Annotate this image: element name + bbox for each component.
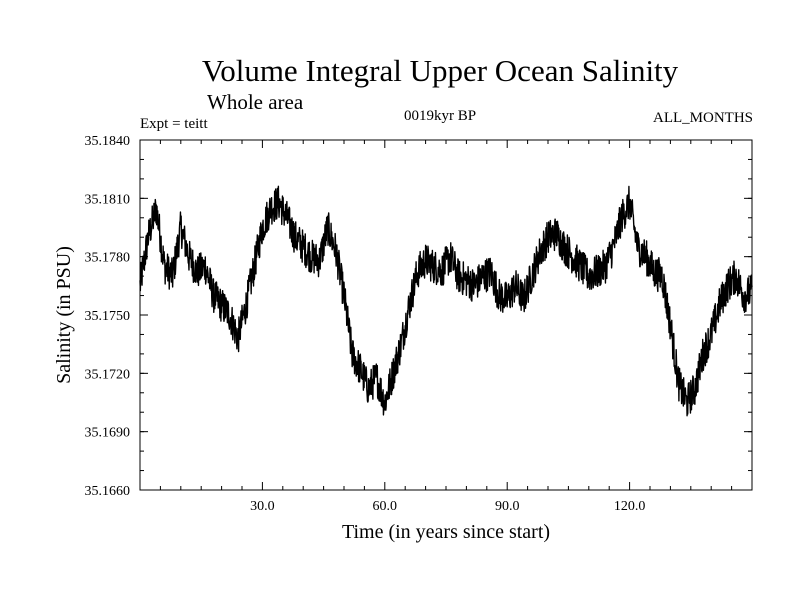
chart-title: Volume Integral Upper Ocean Salinity bbox=[201, 53, 679, 88]
x-axis-label: Time (in years since start) bbox=[341, 521, 551, 543]
experiment-label: Expt = teitt bbox=[140, 116, 208, 132]
x-tick-label: 60.0 bbox=[373, 499, 398, 514]
x-tick-label: 120.0 bbox=[614, 499, 646, 514]
y-tick-label: 35.1810 bbox=[85, 192, 131, 207]
chart-subtitle: Whole area bbox=[207, 90, 304, 114]
y-tick-label: 35.1840 bbox=[85, 134, 131, 149]
series-layer bbox=[139, 185, 753, 417]
y-tick-label: 35.1750 bbox=[85, 309, 131, 324]
y-tick-label: 35.1780 bbox=[85, 251, 131, 266]
y-tick-label: 35.1720 bbox=[85, 367, 131, 382]
y-tick-label: 35.1660 bbox=[85, 484, 131, 499]
ticks-layer: 30.0 60.0 90.0 120.0 35.1660 35.1690 35.1720 35… bbox=[85, 134, 752, 514]
x-tick-label: 30.0 bbox=[250, 499, 275, 514]
y-tick-label: 35.1690 bbox=[85, 426, 131, 441]
salinity-series-line bbox=[139, 185, 753, 417]
y-axis-label: Salinity (in PSU) bbox=[53, 246, 75, 384]
period-label: 0019kyr BP bbox=[404, 108, 477, 124]
x-tick-label: 90.0 bbox=[495, 499, 520, 514]
months-label: ALL_MONTHS bbox=[653, 110, 753, 126]
